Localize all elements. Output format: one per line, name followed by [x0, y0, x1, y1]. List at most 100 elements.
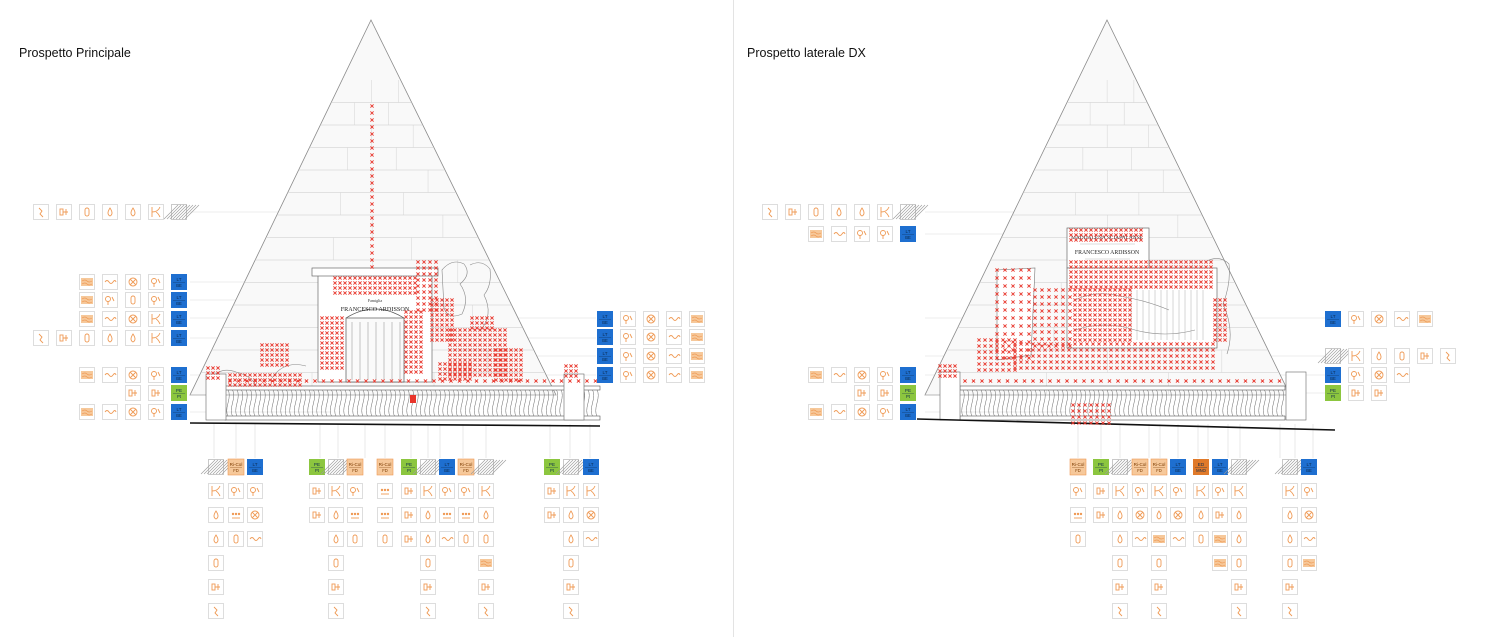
pillar: [205, 373, 227, 421]
decay-marker-field: [1071, 403, 1111, 425]
legend-tile-lacuna: [1371, 385, 1387, 401]
legend-tile-deposit: [831, 226, 847, 242]
hatch-icon: [1317, 348, 1354, 364]
tile-code: PE: [406, 462, 412, 467]
legend-tile-drip: [458, 531, 474, 547]
lacuna-icon: [1351, 389, 1360, 397]
biological-growth-icon: [1374, 314, 1384, 324]
tile-code: BE: [252, 468, 258, 473]
legend-tile-detachment: [877, 204, 893, 220]
decay-marker-field: [995, 268, 1031, 360]
legend-tile-crust: [689, 311, 705, 327]
tile-code: Ri-Col: [349, 462, 362, 467]
hatch-icon: [1223, 459, 1260, 475]
legend-tile-lacuna: [785, 204, 801, 220]
legend-tile-biological-growth: [125, 274, 141, 290]
legend-tile-patina: [1301, 483, 1317, 499]
legend-tile-crust: [689, 348, 705, 364]
decay-marker-row: [228, 379, 598, 383]
ground-line: [916, 418, 1336, 431]
stain-icon: [836, 207, 842, 217]
stain-icon: [568, 534, 574, 544]
tile-code: PE: [549, 462, 555, 467]
tile-code: PE: [176, 388, 182, 393]
legend-tile-hatch: [200, 459, 237, 475]
tile-code: LT: [176, 370, 181, 375]
crust-icon: [691, 352, 703, 360]
tile-code: BE: [176, 376, 182, 381]
crack-icon: [38, 207, 44, 218]
legend-tile-stain: [1151, 507, 1167, 523]
patina-icon: [1304, 487, 1314, 496]
tile-code: Ri-Col: [460, 462, 473, 467]
decay-marker-field: [938, 364, 957, 378]
biological-growth-icon: [646, 314, 656, 324]
legend-tile-crack: [208, 603, 224, 619]
lacuna-icon: [1096, 487, 1105, 495]
legend-tile-patina: [458, 483, 474, 499]
lacuna-icon: [404, 511, 413, 519]
legend-tile-drip: [347, 531, 363, 547]
patina-icon: [857, 230, 867, 239]
legend-tile-dots: [377, 483, 393, 499]
detachment-icon: [423, 485, 433, 497]
tile-code: FD: [1075, 468, 1081, 473]
legend-tile-patina: [1212, 483, 1228, 499]
legend-tile-stain: [1282, 531, 1298, 547]
legend-tile-patina: [1070, 483, 1086, 499]
tile-code: BE: [602, 320, 608, 325]
legend-tile-stain: [102, 330, 118, 346]
legend-tile-detachment: [1151, 483, 1167, 499]
patina-icon: [880, 230, 890, 239]
legend-tile-detachment: [583, 483, 599, 499]
deposit-icon: [1396, 373, 1409, 377]
tile-code: BE: [176, 301, 182, 306]
legend-tile-patina: [620, 367, 636, 383]
legend-tile-stain: [208, 531, 224, 547]
patina-icon: [880, 408, 890, 417]
legend-tile-detachment: [1193, 483, 1209, 499]
detachment-icon: [331, 485, 341, 497]
decay-marker-field: [333, 276, 417, 295]
legend-tile-crust: [1151, 531, 1167, 547]
patina-icon: [461, 487, 471, 496]
legend-tile-drip: [228, 531, 244, 547]
tile-code: Pt: [1331, 394, 1336, 399]
legend-tile-stain: [1231, 507, 1247, 523]
decay-marker-solid: [410, 395, 416, 403]
decay-marker-field: [228, 373, 302, 387]
patina-icon: [105, 296, 115, 305]
legend-tile-biological-growth: [1371, 311, 1387, 327]
deposit-icon: [833, 232, 846, 236]
drip-icon: [483, 534, 489, 544]
legend-tile-stain: [102, 204, 118, 220]
crack-icon: [1445, 351, 1451, 362]
legend-tile-stain: [420, 531, 436, 547]
lacuna-icon: [151, 389, 160, 397]
crust-icon: [81, 296, 93, 304]
tile-code: ED: [1198, 462, 1205, 467]
stain-icon: [1376, 351, 1382, 361]
legend-tile-crack: [1440, 348, 1456, 364]
stain-icon: [213, 510, 219, 520]
legend-tile-patina: [228, 483, 244, 499]
crack-icon: [333, 606, 339, 617]
stain-icon: [568, 510, 574, 520]
legend-tile-stain: [1371, 348, 1387, 364]
panel-title: Prospetto Principale: [19, 46, 131, 60]
decay-marker-field: [494, 348, 523, 382]
deposit-icon: [585, 537, 598, 541]
legend-tile-drip: [328, 555, 344, 571]
decay-marker-field: [1013, 342, 1215, 370]
legend-tile-drip: [420, 555, 436, 571]
lacuna-icon: [1154, 583, 1163, 591]
deposit-icon: [1303, 537, 1316, 541]
stain-icon: [1236, 510, 1242, 520]
